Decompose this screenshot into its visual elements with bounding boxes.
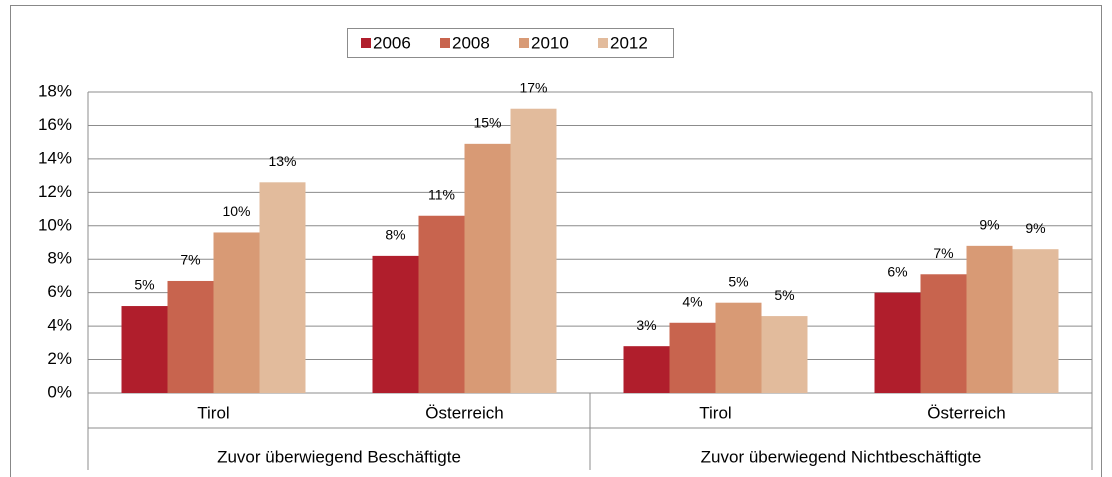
legend-swatch [361,38,371,48]
bar [920,274,967,393]
bar [966,245,1013,393]
bar [1012,249,1059,393]
y-tick-label: 4% [47,316,72,335]
value-label: 15% [473,115,501,131]
bar [372,255,419,393]
value-label: 5% [728,273,748,289]
bar [121,306,168,393]
bar [510,108,557,393]
value-label: 6% [887,263,907,279]
group-label: Zuvor überwiegend Nichtbeschäftigte [701,447,982,466]
value-label: 9% [1025,220,1045,236]
chart-border [10,5,1102,477]
legend-box [347,28,674,58]
legend-swatch [519,38,529,48]
x-tick-label: Tirol [699,403,731,422]
value-label: 13% [268,153,296,169]
value-label: 7% [933,245,953,261]
y-tick-label: 16% [38,115,72,134]
y-tick-label: 0% [47,382,72,401]
value-label: 5% [134,277,154,293]
y-tick-label: 6% [47,282,72,301]
value-label: 7% [180,252,200,268]
value-label: 17% [519,79,547,95]
value-label: 8% [385,227,405,243]
legend-swatch [440,38,450,48]
legend-label: 2010 [531,33,569,52]
y-tick-label: 8% [47,249,72,268]
y-tick-label: 18% [38,81,72,100]
value-label: 10% [222,203,250,219]
y-tick-label: 14% [38,148,72,167]
x-tick-label: Österreich [927,403,1005,422]
legend-label: 2008 [452,33,490,52]
bar [464,143,511,393]
y-tick-label: 10% [38,215,72,234]
bar [761,316,808,393]
value-label: 11% [428,186,455,202]
legend-swatch [598,38,608,48]
group-label: Zuvor überwiegend Beschäftigte [217,447,461,466]
value-label: 9% [979,217,999,233]
x-tick-label: Österreich [425,403,503,422]
bar [623,346,670,393]
legend-label: 2006 [373,33,411,52]
y-tick-label: 2% [47,349,72,368]
x-tick-label: Tirol [197,403,229,422]
bar [259,182,306,393]
bar [167,280,214,393]
legend-label: 2012 [610,33,648,52]
value-label: 5% [774,287,794,303]
bar [213,232,260,393]
value-label: 4% [682,293,702,309]
y-tick-label: 12% [38,182,72,201]
value-label: 3% [636,317,656,333]
bar [715,302,762,393]
bar [418,215,465,393]
bar [874,292,921,393]
bar [669,322,716,393]
